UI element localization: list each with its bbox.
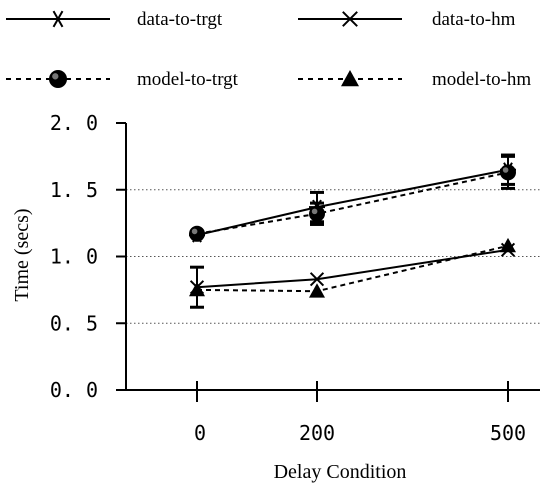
- series-data-to-trgt: [189, 153, 516, 243]
- legend-marker-icon: [49, 70, 67, 88]
- legend-label: data-to-trgt: [137, 9, 223, 30]
- series-model-to-hm: [189, 237, 516, 298]
- legend-label: model-to-hm: [432, 69, 531, 90]
- y-tick-label: 0. 5: [50, 311, 98, 335]
- y-tick-label: 0. 0: [50, 378, 98, 402]
- series-data-to-hm: [189, 242, 516, 309]
- y-tick-label: 1. 0: [50, 245, 98, 269]
- data-point: [500, 237, 516, 253]
- legend-marker-icon: [49, 10, 67, 28]
- data-point: [309, 205, 325, 222]
- legend-marker-icon: [341, 70, 359, 87]
- x-tick-label: 200: [299, 421, 335, 445]
- y-tick-label: 2. 0: [50, 111, 98, 135]
- y-tick-label: 1. 5: [50, 178, 98, 202]
- legend: data-to-trgt data-to-hm model-to-trgt model…: [6, 9, 531, 90]
- data-point: [309, 272, 325, 287]
- axes: 0. 0 0. 5 1. 0 1. 5 2. 0 0 200 500: [50, 111, 540, 445]
- data-point: [500, 164, 516, 181]
- series-model-to-trgt: [189, 154, 516, 242]
- legend-entry: data-to-trgt: [6, 9, 223, 30]
- legend-entry: model-to-hm: [298, 69, 531, 90]
- x-tick-label: 500: [490, 421, 526, 445]
- data-point: [309, 283, 325, 298]
- data-point: [189, 225, 205, 242]
- x-tick-label: 0: [194, 421, 206, 445]
- y-axis-label: Time (secs): [11, 208, 33, 301]
- series-layer: [189, 153, 516, 309]
- x-axis-label: Delay Condition: [274, 461, 407, 483]
- legend-marker-icon: [342, 11, 358, 27]
- legend-label: data-to-hm: [432, 9, 516, 30]
- legend-label: model-to-trgt: [137, 69, 239, 90]
- data-point: [189, 281, 205, 297]
- series-line: [196, 248, 509, 289]
- legend-entry: data-to-hm: [298, 9, 516, 30]
- legend-entry: model-to-trgt: [6, 69, 239, 90]
